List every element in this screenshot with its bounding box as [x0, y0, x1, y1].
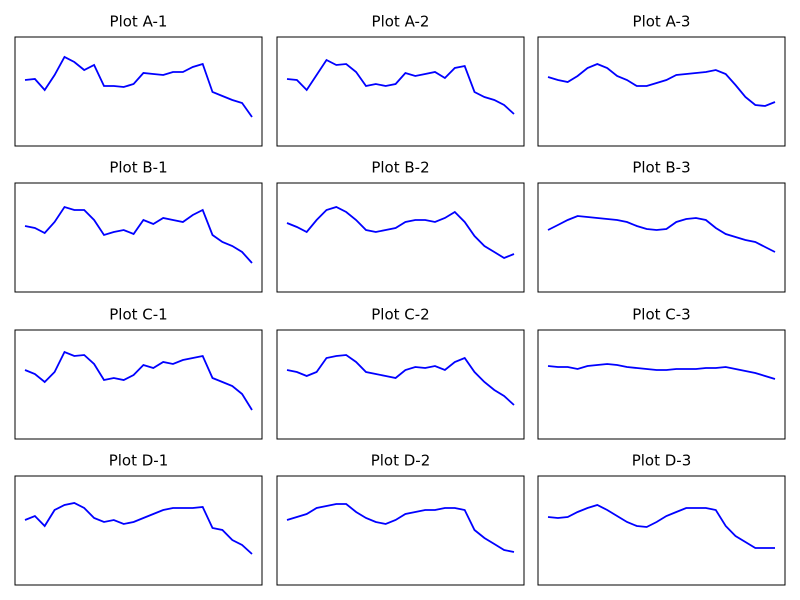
subplot-title: Plot D-1	[109, 452, 169, 470]
data-line	[547, 504, 775, 549]
data-line	[286, 503, 515, 553]
axes-frame	[14, 36, 263, 147]
data-line	[286, 206, 515, 260]
data-line	[286, 354, 515, 406]
data-line	[547, 63, 776, 107]
subplot-title: Plot C-2	[371, 306, 429, 324]
data-line	[24, 350, 253, 411]
axes-frame	[276, 475, 525, 586]
subplot-title: Plot A-3	[633, 13, 691, 31]
subplot-title: Plot C-3	[632, 306, 690, 324]
subplot-title: Plot D-3	[632, 452, 692, 470]
data-line	[547, 363, 776, 380]
axes-frame	[14, 475, 263, 586]
axes-frame	[276, 329, 525, 440]
axes-frame	[276, 182, 525, 293]
axes-frame	[276, 36, 525, 147]
subplot-title: Plot B-3	[632, 159, 690, 177]
data-line	[547, 215, 776, 253]
subplot-title: Plot A-1	[110, 13, 168, 31]
axes-frame	[537, 182, 786, 293]
subplot-title: Plot B-2	[371, 159, 429, 177]
subplot-title: Plot A-2	[372, 13, 430, 31]
subplot-title: Plot B-1	[109, 159, 167, 177]
data-line	[24, 55, 253, 118]
data-line	[24, 205, 253, 264]
subplot-title: Plot D-2	[371, 452, 431, 470]
subplot-title: Plot C-1	[109, 306, 167, 324]
axes-frame	[14, 182, 263, 293]
data-line	[24, 502, 253, 555]
axes-frame	[14, 329, 263, 440]
data-line	[286, 58, 515, 115]
axes-frame	[537, 475, 786, 586]
axes-frame	[537, 329, 786, 440]
axes-frame	[537, 36, 786, 147]
